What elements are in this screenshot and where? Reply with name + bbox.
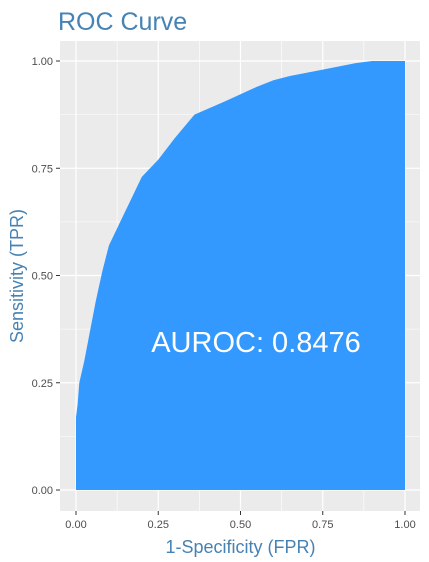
y-axis-ticks: 0.00 0.25 0.50 0.75 1.00 — [32, 56, 60, 497]
x-tick-label: 0.00 — [65, 519, 86, 531]
x-axis-ticks: 0.00 0.25 0.50 0.75 1.00 — [65, 511, 416, 531]
y-tick-label: 1.00 — [32, 56, 53, 68]
y-tick-label: 0.50 — [32, 271, 53, 283]
y-tick-label: 0.00 — [32, 485, 53, 497]
y-tick-label: 0.75 — [32, 163, 53, 175]
auroc-annotation: AUROC: 0.8476 — [151, 327, 361, 359]
x-tick-label: 0.50 — [230, 519, 251, 531]
x-axis-label: 1-Specificity (FPR) — [165, 537, 315, 557]
x-tick-label: 1.00 — [394, 519, 415, 531]
x-tick-label: 0.25 — [148, 519, 169, 531]
x-tick-label: 0.75 — [312, 519, 333, 531]
chart-title: ROC Curve — [58, 8, 187, 36]
y-axis-label: Sensitivity (TPR) — [7, 209, 27, 343]
y-tick-label: 0.25 — [32, 378, 53, 390]
roc-area — [76, 61, 405, 490]
